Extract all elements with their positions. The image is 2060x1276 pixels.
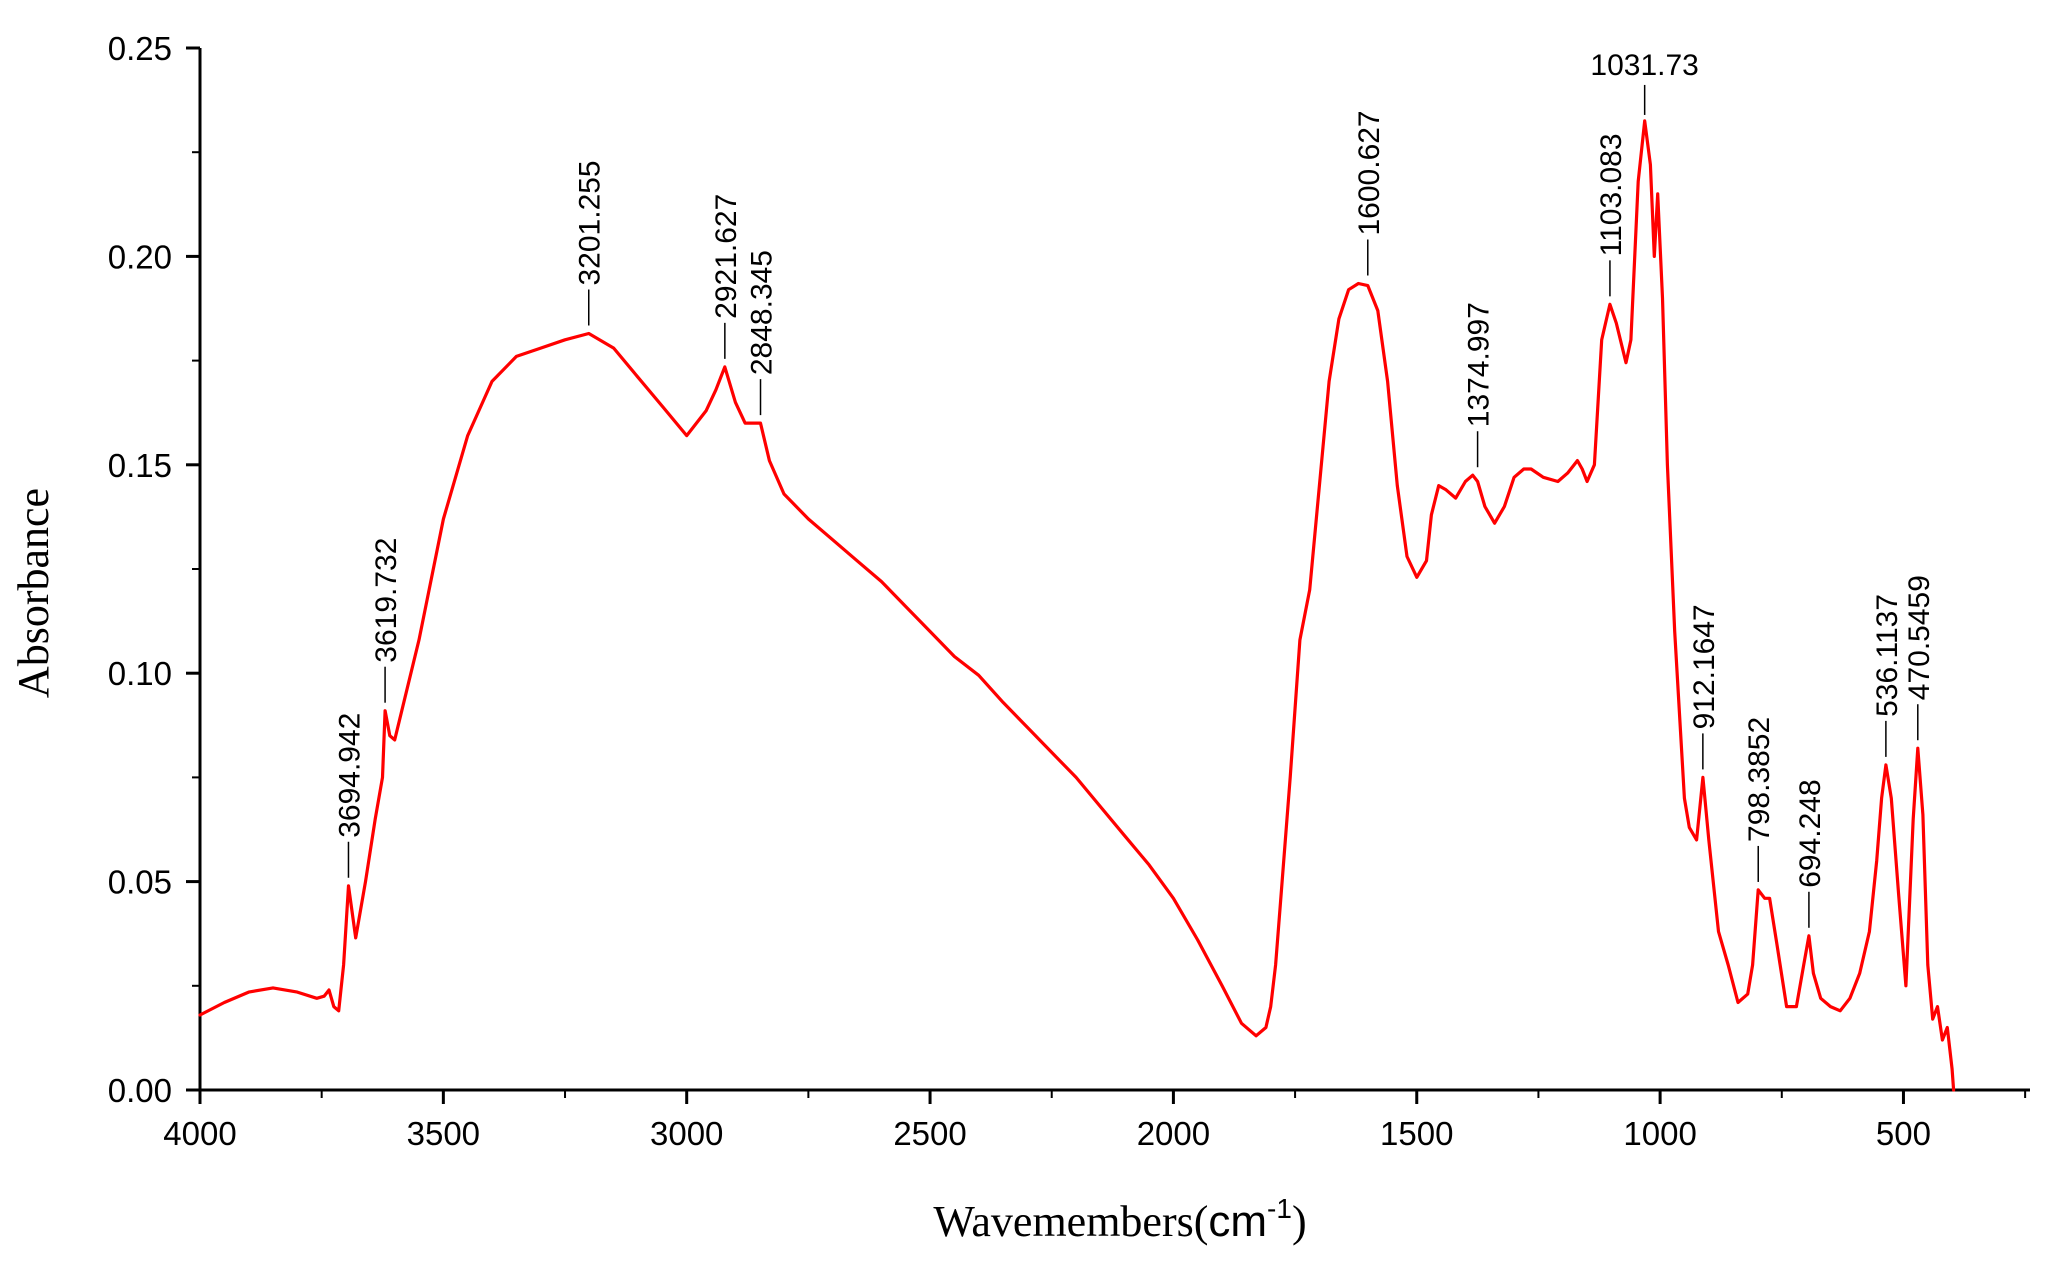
peak-annotation: 1103.083 (1595, 133, 1628, 297)
peak-annotation: 694.248 (1794, 779, 1827, 928)
peak-annotation: 1600.627 (1353, 110, 1386, 276)
x-axis-unit: cm (1208, 1197, 1267, 1246)
absorbance-line (198, 119, 1956, 1092)
peak-annotation: 470.5459 (1903, 575, 1936, 741)
x-axis-title-text: Wavemembers( (933, 1197, 1208, 1246)
y-tick-label: 0.20 (108, 238, 172, 275)
y-axis-title: Absorbance (9, 488, 58, 698)
x-tick-label: 3000 (650, 1115, 723, 1152)
peak-annotations: 3694.942 3619.732 3201.255 2921.627 2848.345… (333, 49, 1936, 928)
peak-label: 3694.942 (333, 713, 366, 838)
peak-label: 2848.345 (746, 250, 779, 375)
x-axis-title-close: ) (1292, 1197, 1307, 1246)
peak-annotation: 2848.345 (746, 250, 779, 416)
peak-label: 3201.255 (574, 160, 607, 285)
y-tick-label: 0.10 (108, 655, 172, 692)
peak-annotation: 798.3852 (1743, 717, 1776, 882)
peak-label: 1600.627 (1353, 110, 1386, 235)
peak-annotation: 912.1647 (1688, 604, 1721, 770)
y-tick-label: 0.15 (108, 447, 172, 484)
x-tick-label: 2500 (893, 1115, 966, 1152)
peak-label: 912.1647 (1688, 604, 1721, 729)
peak-label: 536.1137 (1871, 594, 1904, 717)
peak-label: 470.5459 (1903, 575, 1936, 700)
x-tick-label: 1500 (1380, 1115, 1453, 1152)
y-tick-label: 0.05 (108, 864, 172, 901)
x-tick-label: 3500 (407, 1115, 480, 1152)
peak-annotation: 3694.942 (333, 713, 366, 878)
x-tick-label: 500 (1876, 1115, 1931, 1152)
x-tick-label: 4000 (163, 1115, 236, 1152)
peak-label: 694.248 (1794, 779, 1827, 887)
x-tick-label: 2000 (1137, 1115, 1210, 1152)
peak-annotation: 1374.997 (1463, 302, 1496, 468)
peak-label: 2921.627 (710, 194, 743, 319)
peak-label: 1031.73 (1590, 49, 1698, 82)
peak-label: 798.3852 (1743, 717, 1776, 842)
peak-annotation: 3619.732 (370, 538, 403, 703)
x-axis-unit-exponent: -1 (1267, 1193, 1292, 1224)
peak-annotation: 3201.255 (574, 160, 607, 326)
peak-label: 1374.997 (1463, 302, 1496, 427)
x-tick-label: 1000 (1623, 1115, 1696, 1152)
peak-annotation: 1031.73 (1590, 49, 1699, 115)
peak-label: 1103.083 (1595, 133, 1628, 256)
tick-marks (186, 46, 2027, 1104)
y-tick-label: 0.00 (108, 1072, 172, 1109)
y-tick-label: 0.25 (108, 30, 172, 67)
tick-labels: 4000 3500 3000 2500 2000 1500 1000 500 0.00 0.05 0… (108, 30, 1931, 1152)
peak-annotation: 2921.627 (710, 194, 743, 359)
peak-annotation: 536.1137 (1871, 594, 1904, 757)
x-axis-title: Wavemembers(cm-1) (933, 1193, 1306, 1246)
peak-label: 3619.732 (370, 538, 403, 663)
